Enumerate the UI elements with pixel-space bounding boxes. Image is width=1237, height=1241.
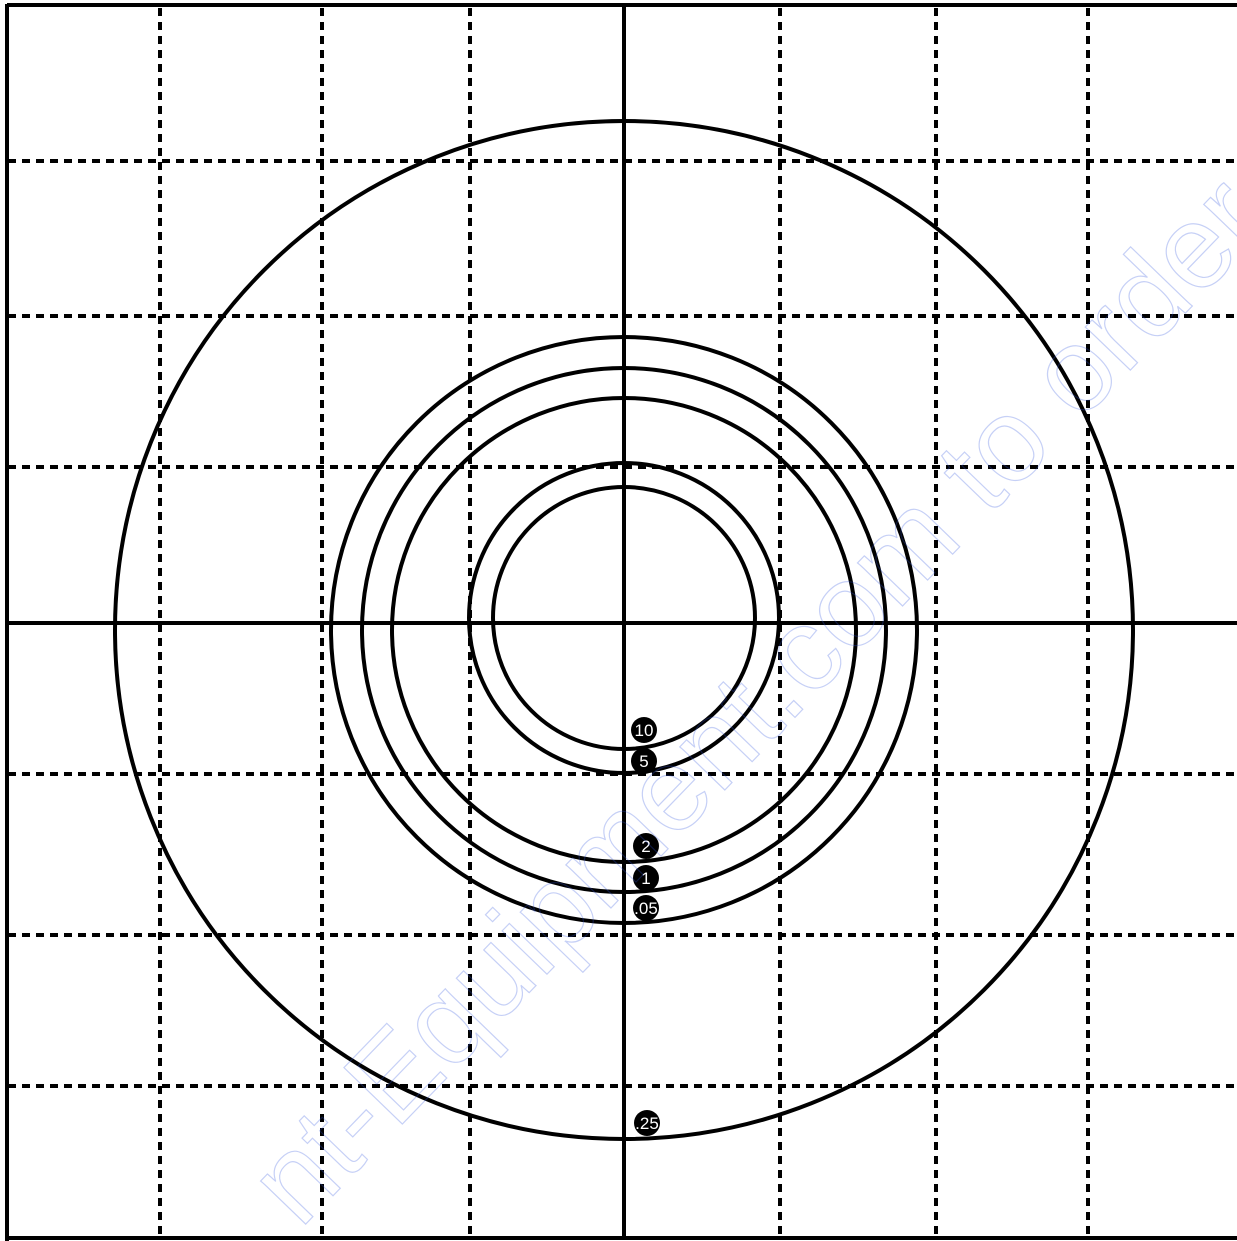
badge-circle	[631, 748, 657, 774]
ring-label-text: .05	[634, 899, 658, 918]
rings	[113, 119, 1135, 1141]
ring-3	[360, 366, 888, 894]
badge-circle	[633, 833, 659, 859]
ring-label-05: .05	[633, 895, 659, 921]
ring-label-text: 10	[635, 721, 654, 740]
ring-outer	[113, 119, 1135, 1141]
ring-label-text: 1	[641, 869, 650, 888]
ring-label-text: 2	[641, 837, 650, 856]
ring-label-5: 5	[631, 748, 657, 774]
ring-label-10: 10	[631, 717, 657, 743]
ring-label-2: 2	[633, 833, 659, 859]
badge-circle	[631, 717, 657, 743]
ring-label-1: 1	[633, 865, 659, 891]
ring-2	[390, 396, 858, 864]
ring-label-text: .25	[635, 1114, 659, 1133]
ring-inner	[491, 485, 757, 751]
frame-and-axes	[5, 3, 1237, 1241]
badge-circle	[633, 895, 659, 921]
ring-4	[329, 335, 919, 925]
badge-circle	[633, 865, 659, 891]
badge-circle	[634, 1110, 660, 1136]
ring-1	[467, 461, 781, 775]
ring-label-25: .25	[634, 1110, 660, 1136]
ring-label-text: 5	[639, 752, 648, 771]
ring-labels: 10 5 2 1 .05 .25	[631, 717, 660, 1136]
